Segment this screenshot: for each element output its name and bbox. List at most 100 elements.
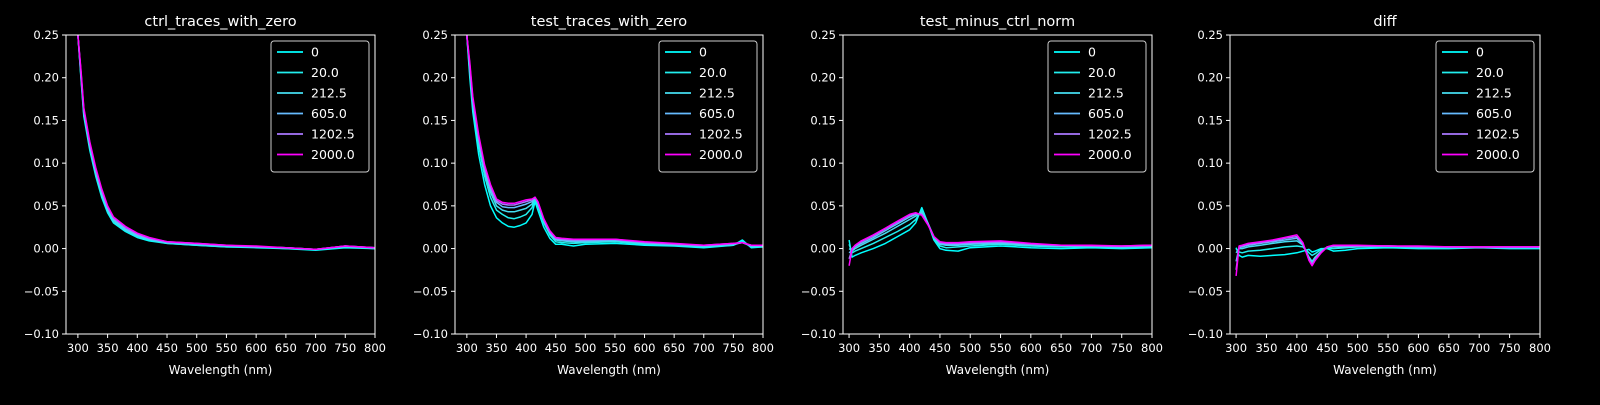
legend-label: 212.5 xyxy=(1088,86,1124,101)
legend-label: 1202.5 xyxy=(1476,127,1520,142)
y-tick-label: 0.00 xyxy=(422,242,448,256)
legend: 0 20.0 212.5 605.0 1202.5 2000.0 xyxy=(1435,40,1535,173)
x-tick-label: 450 xyxy=(156,341,178,355)
legend-label: 2000.0 xyxy=(311,147,355,162)
axes-frame xyxy=(842,34,1153,335)
x-tick-label: 500 xyxy=(1347,341,1369,355)
y-tick-label: −0.05 xyxy=(801,284,836,298)
legend-frame xyxy=(270,40,370,173)
x-tick-label: 300 xyxy=(67,341,89,355)
x-tick-label: 500 xyxy=(186,341,208,355)
y-tick-label: 0.05 xyxy=(33,199,59,213)
y-tick-label: 0.25 xyxy=(33,28,59,42)
legend-label: 1202.5 xyxy=(1088,127,1132,142)
x-axis-label: Wavelength (nm) xyxy=(169,363,273,377)
series-group xyxy=(466,35,763,249)
chart-panel-1: ctrl_traces_with_zero Wavelength (nm) −0.1… xyxy=(24,14,386,377)
legend-label: 0 xyxy=(699,45,707,60)
x-tick-label: 750 xyxy=(1111,341,1133,355)
y-tick-label: 0.15 xyxy=(33,113,59,127)
legend-label: 0 xyxy=(1088,45,1096,60)
x-tick-label: 650 xyxy=(1050,341,1072,355)
series-line xyxy=(1235,240,1540,263)
y-tick-label: 0.00 xyxy=(1197,242,1223,256)
x-tick-label: 300 xyxy=(456,341,478,355)
legend-label: 0 xyxy=(311,45,319,60)
y-tick-label: 0.05 xyxy=(1197,199,1223,213)
x-tick-label: 550 xyxy=(604,341,626,355)
x-tick-label: 750 xyxy=(722,341,744,355)
series-group xyxy=(77,35,375,252)
legend-label: 2000.0 xyxy=(699,147,743,162)
x-tick-label: 500 xyxy=(574,341,596,355)
x-tick-label: 400 xyxy=(515,341,537,355)
x-tick-label: 800 xyxy=(1141,341,1163,355)
chart-panel-4: diff Wavelength (nm) −0.10 −0.05 0.00 0.05 0.1… xyxy=(1188,14,1551,377)
y-tick-label: 0.05 xyxy=(810,199,836,213)
chart-panel-3: test_minus_ctrl_norm Wavelength (nm) −0.10… xyxy=(801,14,1163,377)
series-line xyxy=(848,212,1152,260)
legend-label: 212.5 xyxy=(1476,86,1512,101)
y-tick-label: 0.20 xyxy=(33,71,59,85)
y-tick-label: −0.10 xyxy=(801,327,836,341)
series-line xyxy=(1235,246,1540,258)
legend-label: 605.0 xyxy=(1476,106,1512,121)
x-tick-label: 300 xyxy=(838,341,860,355)
y-tick-label: 0.10 xyxy=(810,156,836,170)
series-line xyxy=(466,35,763,249)
y-tick-label: 0.20 xyxy=(810,71,836,85)
x-tick-label: 350 xyxy=(868,341,890,355)
x-tick-label: 600 xyxy=(1407,341,1429,355)
legend-label: 605.0 xyxy=(1088,106,1124,121)
y-tick-label: 0.00 xyxy=(33,242,59,256)
axes-frame xyxy=(454,34,764,335)
x-tick-label: 350 xyxy=(1255,341,1277,355)
y-tick-label: −0.05 xyxy=(24,284,59,298)
x-axis-label: Wavelength (nm) xyxy=(946,363,1050,377)
chart-title: ctrl_traces_with_zero xyxy=(144,14,296,30)
x-tick-label: 750 xyxy=(334,341,356,355)
legend-label: 212.5 xyxy=(699,86,735,101)
x-tick-label: 650 xyxy=(275,341,297,355)
y-tick-label: −0.10 xyxy=(1188,327,1223,341)
x-tick-label: 800 xyxy=(752,341,774,355)
x-tick-label: 750 xyxy=(1499,341,1521,355)
legend-label: 1202.5 xyxy=(699,127,743,142)
x-tick-label: 650 xyxy=(663,341,685,355)
y-tick-label: 0.15 xyxy=(1197,113,1223,127)
x-axis-label: Wavelength (nm) xyxy=(1333,363,1437,377)
y-tick-label: 0.20 xyxy=(1197,71,1223,85)
series-group xyxy=(848,206,1152,266)
legend-label: 212.5 xyxy=(311,86,347,101)
x-tick-label: 350 xyxy=(485,341,507,355)
y-tick-label: 0.05 xyxy=(422,199,448,213)
y-tick-label: −0.05 xyxy=(1188,284,1223,298)
series-group xyxy=(1235,234,1540,276)
chart-title: test_traces_with_zero xyxy=(531,14,688,30)
y-tick-label: −0.10 xyxy=(413,327,448,341)
x-tick-label: 700 xyxy=(693,341,715,355)
legend-frame xyxy=(658,40,758,173)
x-tick-label: 300 xyxy=(1225,341,1247,355)
y-tick-label: 0.00 xyxy=(810,242,836,256)
legend-frame xyxy=(1047,40,1147,173)
x-tick-label: 500 xyxy=(959,341,981,355)
y-tick-label: 0.10 xyxy=(33,156,59,170)
y-tick-label: −0.10 xyxy=(24,327,59,341)
x-tick-label: 450 xyxy=(929,341,951,355)
y-tick-label: 0.25 xyxy=(810,28,836,42)
x-tick-label: 700 xyxy=(1080,341,1102,355)
legend-label: 20.0 xyxy=(1088,65,1116,80)
series-line xyxy=(848,211,1152,266)
x-axis-label: Wavelength (nm) xyxy=(557,363,661,377)
legend-label: 20.0 xyxy=(699,65,727,80)
series-line xyxy=(1235,234,1540,276)
legend: 0 20.0 212.5 605.0 1202.5 2000.0 xyxy=(1047,40,1147,173)
legend: 0 20.0 212.5 605.0 1202.5 2000.0 xyxy=(270,40,370,173)
x-tick-label: 800 xyxy=(364,341,386,355)
y-tick-label: 0.15 xyxy=(422,113,448,127)
x-tick-label: 600 xyxy=(245,341,267,355)
axes-frame xyxy=(65,34,376,335)
legend-label: 2000.0 xyxy=(1476,147,1520,162)
